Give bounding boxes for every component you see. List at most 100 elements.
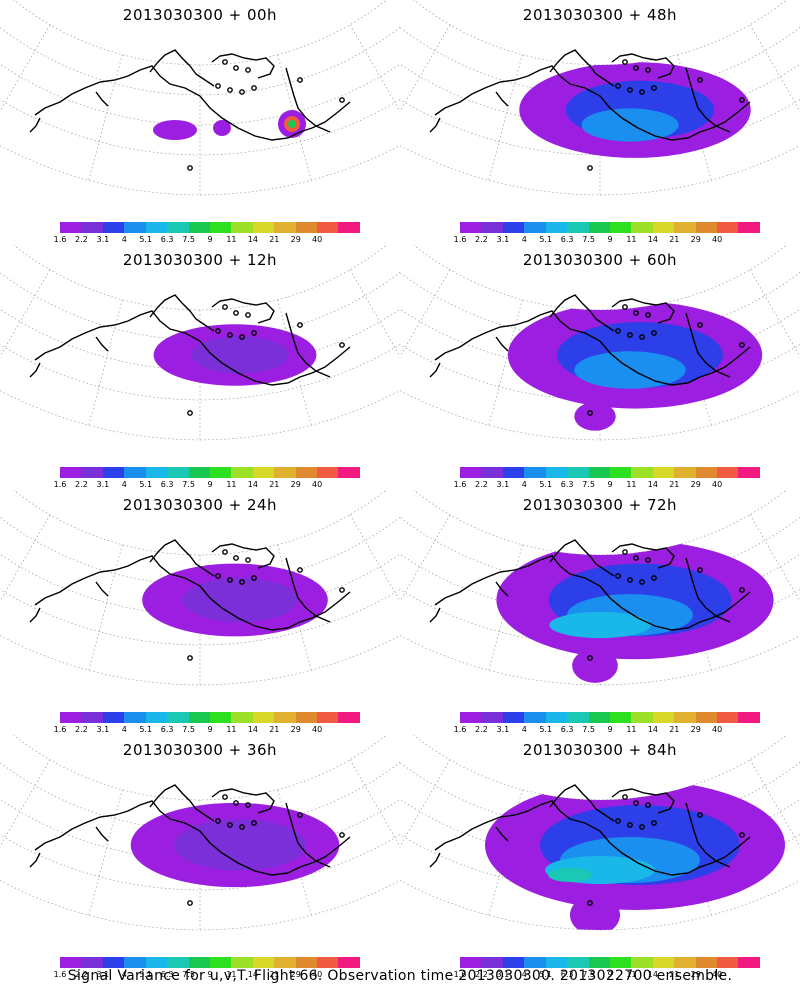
colorbar-tick-label: 3.1 bbox=[96, 235, 110, 244]
colorbar-swatch bbox=[188, 222, 210, 233]
colorbar-swatch bbox=[231, 467, 253, 478]
panel-title: 2013030300 + 72h bbox=[522, 496, 678, 514]
colorbar-swatch bbox=[717, 957, 739, 968]
colorbar-tick-label: 4 bbox=[521, 235, 527, 244]
variance-field bbox=[485, 780, 785, 930]
variance-field bbox=[507, 301, 763, 431]
colorbar-tick-label: 3.1 bbox=[96, 970, 110, 979]
colorbar-swatch bbox=[609, 712, 632, 723]
colorbar-swatch bbox=[674, 957, 696, 968]
colorbar-swatch bbox=[338, 467, 360, 478]
colorbar-swatch bbox=[295, 222, 318, 233]
colorbar-swatch bbox=[145, 467, 168, 478]
colorbar-swatch bbox=[231, 957, 253, 968]
colorbar-swatch bbox=[545, 467, 568, 478]
colorbar-swatch bbox=[674, 467, 696, 478]
colorbar-tick-label: 21 bbox=[269, 970, 280, 979]
colorbar-swatch bbox=[102, 712, 125, 723]
colorbar-tick-label: 1.6 bbox=[453, 970, 467, 979]
colorbar-tick-label: 1.6 bbox=[453, 480, 467, 489]
colorbar-tick-label: 21 bbox=[269, 235, 280, 244]
colorbar-tick-label: 14 bbox=[247, 235, 258, 244]
colorbar-swatch bbox=[124, 222, 146, 233]
colorbar-swatch bbox=[167, 957, 189, 968]
colorbar-swatch bbox=[631, 957, 653, 968]
colorbar-tick-label: 6.3 bbox=[160, 725, 174, 734]
variance-field bbox=[142, 563, 328, 637]
colorbar-tick-label: 40 bbox=[312, 725, 323, 734]
colorbar-tick-label: 3.1 bbox=[496, 970, 510, 979]
colorbar-swatch bbox=[145, 712, 168, 723]
colorbar-labels: 1.6 2.2 3.1 4 5.1 6.3 7.5 9 11 14 21 29 40 bbox=[54, 970, 360, 980]
colorbar-swatch bbox=[481, 467, 503, 478]
colorbar-labels: 1.6 2.2 3.1 4 5.1 6.3 7.5 9 11 14 21 29 40 bbox=[54, 235, 360, 245]
colorbar-tick-label: 4 bbox=[121, 970, 127, 979]
variance-field bbox=[519, 62, 751, 158]
colorbar-tick-label: 11 bbox=[626, 725, 637, 734]
colorbar-tick-label: 6.3 bbox=[160, 235, 174, 244]
colorbar-swatch bbox=[652, 712, 675, 723]
colorbar-tick-label: 1.6 bbox=[53, 480, 67, 489]
colorbar-tick-label: 5.1 bbox=[539, 970, 553, 979]
map-plot bbox=[0, 0, 400, 196]
colorbar-swatch bbox=[274, 712, 296, 723]
colorbar-tick-label: 29 bbox=[290, 970, 301, 979]
variance-field bbox=[153, 324, 317, 386]
colorbar-labels: 1.6 2.2 3.1 4 5.1 6.3 7.5 9 11 14 21 29 40 bbox=[454, 725, 760, 735]
colorbar-swatch bbox=[695, 467, 718, 478]
map-panel: 2013030300 + 60h 1.6 2.2 3.1 4 5.1 6.3 7.5 9 11 14… bbox=[400, 245, 800, 490]
colorbar-swatch bbox=[295, 957, 318, 968]
colorbar-swatch bbox=[502, 222, 525, 233]
colorbar-tick-label: 14 bbox=[647, 970, 658, 979]
colorbar-tick-label: 3.1 bbox=[496, 725, 510, 734]
colorbar-swatch bbox=[631, 712, 653, 723]
colorbar-swatch bbox=[102, 467, 125, 478]
colorbar-swatch bbox=[252, 222, 275, 233]
colorbar-tick-label: 11 bbox=[226, 235, 237, 244]
colorbar-tick-label: 2.2 bbox=[75, 480, 88, 489]
colorbar-swatch bbox=[124, 957, 146, 968]
colorbar-tick-label: 6.3 bbox=[560, 970, 574, 979]
colorbar-tick-label: 5.1 bbox=[139, 970, 153, 979]
colorbar-swatch bbox=[81, 712, 103, 723]
colorbar-tick-label: 40 bbox=[712, 725, 723, 734]
colorbar-swatch bbox=[188, 712, 210, 723]
map-plot bbox=[0, 735, 400, 931]
map-plot bbox=[400, 245, 800, 441]
colorbar-swatch bbox=[567, 957, 589, 968]
colorbar-swatch bbox=[167, 467, 189, 478]
colorbar-swatch bbox=[295, 712, 318, 723]
colorbar-swatch bbox=[209, 712, 232, 723]
colorbar-tick-label: 29 bbox=[290, 235, 301, 244]
colorbar bbox=[60, 712, 360, 723]
colorbar-swatch bbox=[460, 712, 482, 723]
colorbar-tick-label: 14 bbox=[647, 725, 658, 734]
colorbar-tick-label: 14 bbox=[247, 970, 258, 979]
colorbar-swatch bbox=[60, 957, 82, 968]
colorbar-tick-label: 5.1 bbox=[539, 235, 553, 244]
colorbar-tick-label: 7.5 bbox=[582, 725, 595, 734]
colorbar-tick-label: 9 bbox=[207, 970, 213, 979]
colorbar-tick-label: 5.1 bbox=[539, 480, 553, 489]
map-panel: 2013030300 + 48h 1.6 2.2 3.1 4 5.1 6.3 7.5 9 11 14… bbox=[400, 0, 800, 245]
colorbar-swatch bbox=[695, 222, 718, 233]
colorbar-tick-label: 3.1 bbox=[496, 480, 510, 489]
colorbar-tick-label: 29 bbox=[290, 725, 301, 734]
colorbar-tick-label: 40 bbox=[712, 235, 723, 244]
colorbar-labels: 1.6 2.2 3.1 4 5.1 6.3 7.5 9 11 14 21 29 40 bbox=[454, 970, 760, 980]
map-plot bbox=[400, 735, 800, 931]
colorbar-swatch bbox=[738, 222, 760, 233]
colorbar-tick-label: 6.3 bbox=[560, 235, 574, 244]
colorbar bbox=[60, 467, 360, 478]
colorbar-tick-label: 4 bbox=[521, 970, 527, 979]
colorbar-swatch bbox=[460, 222, 482, 233]
colorbar bbox=[460, 957, 760, 968]
colorbar-swatch bbox=[124, 467, 146, 478]
colorbar-swatch bbox=[588, 222, 610, 233]
variance-field bbox=[153, 110, 306, 140]
colorbar-swatch bbox=[167, 222, 189, 233]
colorbar-swatch bbox=[460, 467, 482, 478]
colorbar-swatch bbox=[738, 957, 760, 968]
colorbar-tick-label: 4 bbox=[521, 480, 527, 489]
colorbar-swatch bbox=[524, 467, 546, 478]
